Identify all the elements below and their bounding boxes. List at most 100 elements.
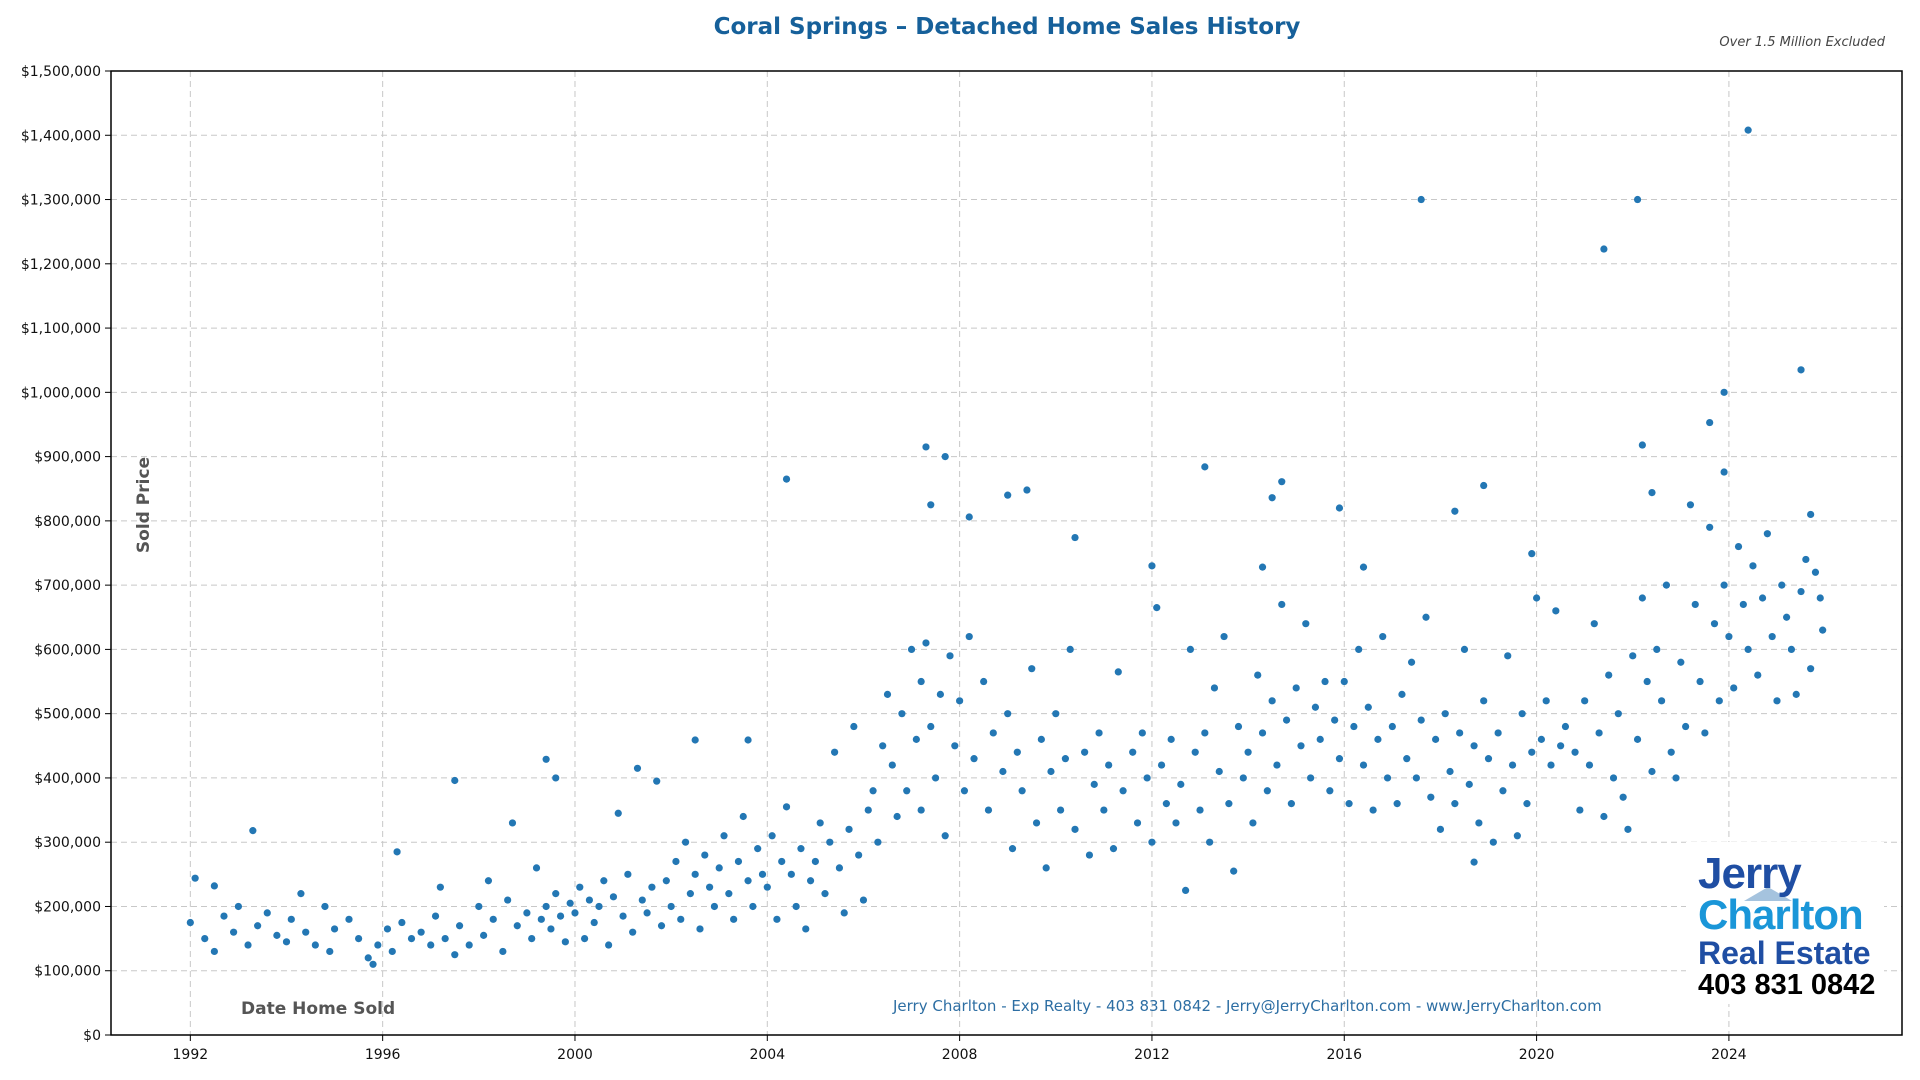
data-point <box>475 902 483 911</box>
data-point <box>1816 594 1824 602</box>
data-point <box>1018 787 1026 795</box>
data-point <box>1042 864 1050 872</box>
data-point <box>1004 491 1012 499</box>
y-tick-label: $100,000 <box>34 964 101 980</box>
data-point <box>1633 735 1642 743</box>
data-point <box>806 877 815 885</box>
data-point <box>912 735 920 743</box>
data-point <box>1355 645 1363 654</box>
data-point <box>326 947 334 956</box>
y-tick-label: $0 <box>83 1028 101 1044</box>
data-point <box>980 677 988 686</box>
data-point <box>879 742 887 750</box>
data-point <box>811 857 819 866</box>
data-point <box>1177 780 1185 788</box>
data-point <box>1090 780 1098 788</box>
data-point <box>1249 819 1257 827</box>
data-point <box>903 787 911 795</box>
data-point <box>1518 710 1526 718</box>
data-point <box>1672 774 1680 782</box>
data-point <box>1571 748 1579 756</box>
company-logo: Jerry Charlton Real Estate 403 831 0842 <box>1686 842 1884 1004</box>
data-point <box>1643 677 1651 686</box>
y-tick-label: $200,000 <box>34 899 101 915</box>
data-point <box>951 742 959 750</box>
data-point <box>1258 563 1267 571</box>
data-point <box>1730 684 1738 692</box>
data-point <box>821 890 829 898</box>
x-tick-label: 2012 <box>1134 1047 1170 1063</box>
y-axis-label: Sold Price <box>134 456 154 554</box>
data-point <box>782 803 791 811</box>
data-point <box>427 941 435 949</box>
data-point <box>1797 366 1805 374</box>
data-point <box>619 912 627 920</box>
data-point <box>677 915 685 923</box>
data-point <box>686 890 694 898</box>
logo-line1: Jerry <box>1698 849 1802 898</box>
data-point <box>1028 665 1036 673</box>
y-tick-label: $1,400,000 <box>21 128 101 144</box>
x-tick-label: 1996 <box>365 1047 401 1063</box>
data-point <box>1172 819 1180 827</box>
data-point <box>1148 838 1156 846</box>
data-point <box>537 915 545 923</box>
data-point <box>585 896 594 904</box>
data-point <box>734 857 743 866</box>
data-point <box>1047 767 1055 776</box>
data-point <box>1182 886 1190 895</box>
data-point <box>576 883 584 891</box>
data-point <box>744 877 752 885</box>
data-point <box>1638 441 1646 449</box>
x-tick-label: 2020 <box>1519 1047 1555 1063</box>
data-point <box>922 639 930 647</box>
data-point <box>1677 658 1685 666</box>
data-point <box>595 902 603 911</box>
data-point <box>311 941 319 949</box>
data-point <box>1619 793 1627 801</box>
data-point <box>754 845 762 853</box>
data-point <box>1754 671 1762 679</box>
data-point <box>210 947 218 956</box>
data-point <box>1633 195 1642 204</box>
data-point <box>1427 793 1435 801</box>
data-point <box>1744 126 1752 134</box>
data-point <box>1441 710 1449 718</box>
data-point <box>1532 594 1541 602</box>
y-tick-label: $500,000 <box>34 707 101 723</box>
data-point <box>888 761 896 769</box>
data-point <box>725 890 733 898</box>
data-point <box>1480 697 1488 705</box>
data-point <box>1133 819 1142 827</box>
data-point <box>1807 665 1815 673</box>
data-point <box>1811 568 1820 576</box>
data-point <box>1499 787 1507 795</box>
data-point <box>701 851 709 859</box>
data-point <box>696 925 704 933</box>
data-point <box>407 935 416 943</box>
data-point <box>1557 742 1565 750</box>
y-tick-label: $1,000,000 <box>21 385 101 401</box>
data-point <box>1561 722 1570 731</box>
data-point <box>523 909 531 917</box>
data-point <box>398 918 406 927</box>
data-point <box>667 902 675 911</box>
data-point <box>1720 468 1728 476</box>
data-point <box>835 864 844 872</box>
data-point <box>489 915 497 923</box>
data-point <box>369 960 377 968</box>
data-point <box>1013 748 1021 756</box>
data-point <box>1797 587 1805 596</box>
data-point <box>1465 780 1473 788</box>
data-point <box>715 864 723 872</box>
data-point <box>1157 761 1166 769</box>
data-point <box>513 922 521 930</box>
data-point <box>1537 735 1545 743</box>
data-point <box>898 710 906 718</box>
data-point <box>230 928 238 936</box>
data-point <box>1696 677 1704 686</box>
data-point <box>1138 729 1146 737</box>
data-point <box>1783 613 1791 621</box>
data-point <box>1129 748 1137 756</box>
data-point <box>1749 562 1757 570</box>
